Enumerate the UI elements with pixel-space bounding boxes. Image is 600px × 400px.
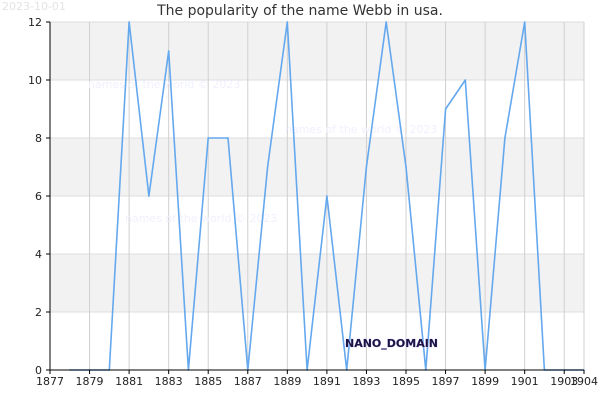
x-tick-label: 1887	[234, 375, 262, 388]
data-point	[207, 137, 210, 139]
grid-bands	[50, 22, 584, 370]
x-tick-label: 1891	[313, 375, 341, 388]
chart-title: The popularity of the name Webb in usa.	[157, 3, 443, 19]
data-point	[444, 108, 447, 110]
grid-band	[50, 312, 584, 370]
grid-band	[50, 138, 584, 196]
x-tick-label: 1889	[273, 375, 301, 388]
data-point	[523, 21, 526, 23]
x-tick-label: 1883	[155, 375, 183, 388]
data-point	[128, 21, 130, 23]
x-tick-label: 1899	[471, 375, 499, 388]
watermark-text: names of the world © 2023	[285, 123, 437, 136]
y-tick-label: 4	[35, 248, 42, 261]
y-tick-label: 12	[28, 16, 42, 29]
data-point	[464, 79, 467, 81]
data-point	[266, 166, 269, 168]
data-point	[148, 195, 150, 197]
data-point	[286, 21, 289, 23]
x-tick-label: 1879	[76, 375, 104, 388]
x-tick-label: 1893	[352, 375, 380, 388]
data-point	[365, 166, 368, 168]
logo-text: NANO_DOMAIN	[345, 337, 438, 350]
x-tick-label: 1895	[392, 375, 420, 388]
x-tick-label: 1897	[432, 375, 460, 388]
x-tick-label: 1903	[550, 375, 578, 388]
x-tick-label: 1881	[115, 375, 143, 388]
data-point	[504, 137, 506, 139]
y-tick-label: 8	[35, 132, 42, 145]
data-point	[167, 50, 170, 52]
x-tick-label: 1901	[511, 375, 539, 388]
x-tick-label: 1877	[36, 375, 64, 388]
y-tick-label: 0	[35, 364, 42, 377]
x-tick-label: 1904	[570, 375, 598, 388]
tick-labels: 1877 1879 1881 1883 1885 1887 1889 1891 1893 1895…	[28, 16, 598, 388]
grid-band	[50, 196, 584, 254]
data-point	[326, 195, 328, 197]
axes-layer	[46, 21, 585, 374]
x-tick-label: 1885	[194, 375, 222, 388]
data-point	[405, 166, 407, 168]
y-tick-label: 2	[35, 306, 42, 319]
data-point	[385, 21, 388, 23]
data-point	[227, 137, 229, 139]
date-stamp: 2023-10-01	[2, 0, 66, 13]
y-tick-label: 10	[28, 74, 42, 87]
y-tick-label: 6	[35, 190, 42, 203]
grid-band	[50, 22, 584, 80]
